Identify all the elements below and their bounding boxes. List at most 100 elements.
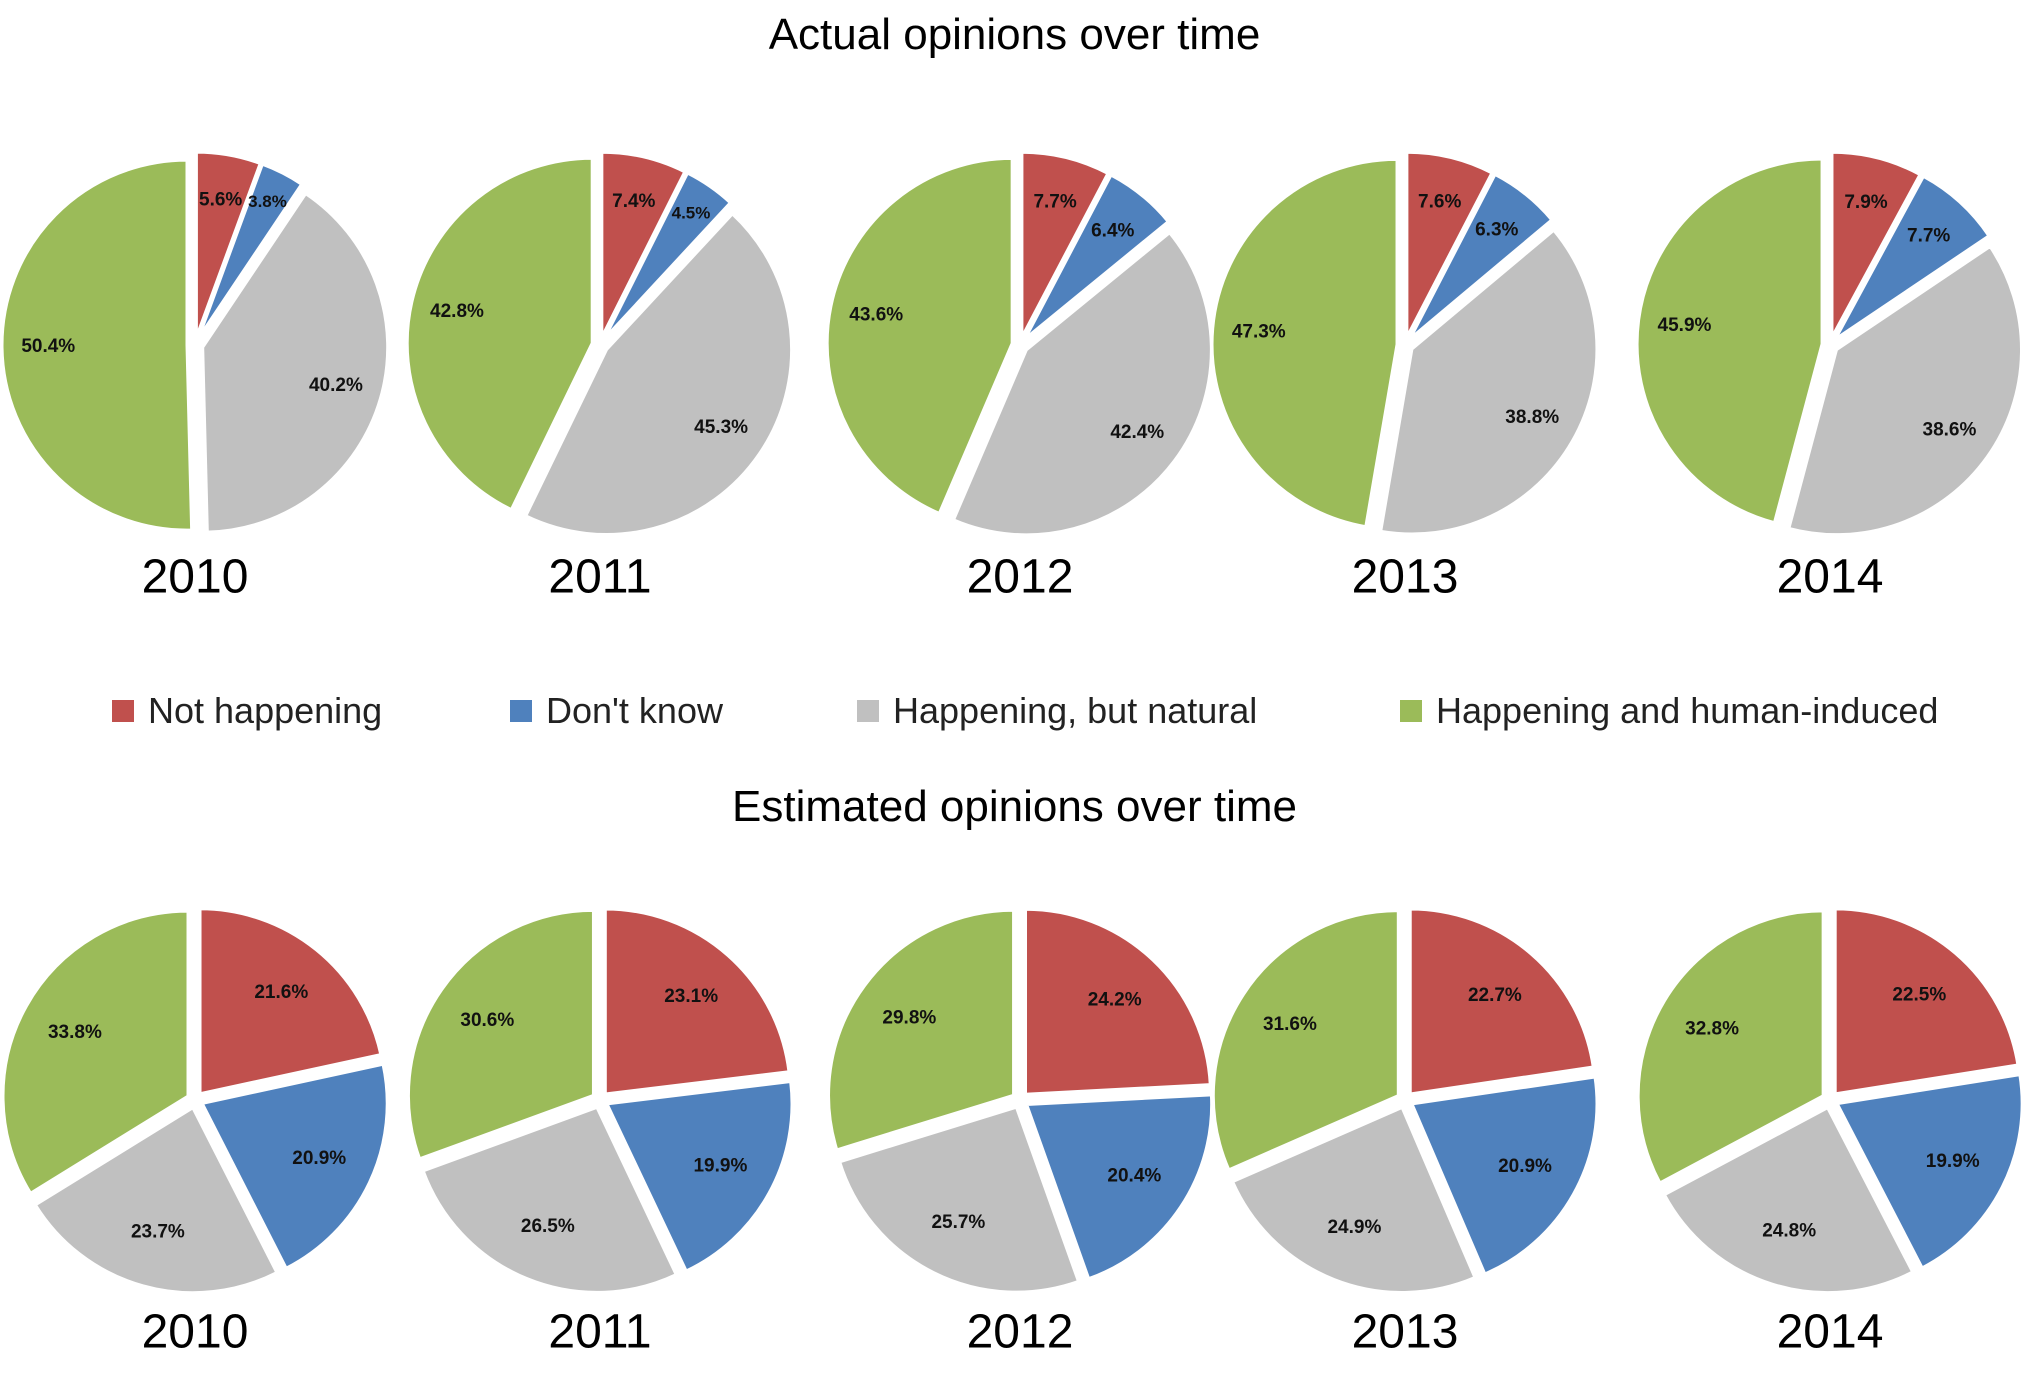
actual-2012-value-label-human-induced: 43.6% <box>849 305 903 326</box>
actual-2014-value-label-natural: 38.6% <box>1923 419 1977 440</box>
estimated-2012-value-label-not-happening: 24.2% <box>1088 989 1142 1010</box>
actual-year-label-2013: 2013 <box>1352 551 1459 604</box>
actual-2012-value-label-natural: 42.4% <box>1110 422 1164 443</box>
actual-2012-slice-natural <box>951 230 1213 537</box>
legend-swatch-not-happening <box>112 700 134 722</box>
estimated-2014-slice-human-induced <box>1636 909 1825 1185</box>
legend-label-dont-know: Don't know <box>546 690 723 731</box>
estimated-2014-slice-natural <box>1662 1105 1915 1295</box>
actual-2013-value-label-dont-know: 6.3% <box>1475 219 1518 240</box>
legend-item-human-induced: Happening and human-induced <box>1400 690 1938 732</box>
actual-2010-value-label-natural: 40.2% <box>309 375 363 396</box>
actual-2011-value-label-human-induced: 42.8% <box>430 301 484 322</box>
actual-2012-value-label-not-happening: 7.7% <box>1033 192 1076 213</box>
estimated-2010-slice-dont-know <box>200 1062 389 1271</box>
estimated-2010-value-label-dont-know: 20.9% <box>292 1148 346 1169</box>
actual-2014-value-label-dont-know: 7.7% <box>1907 225 1950 246</box>
estimated-2014-slice-dont-know <box>1834 1072 2024 1270</box>
legend-item-not-happening: Not happening <box>112 690 382 732</box>
estimated-pie-2013: 22.7% 20.9% 24.9% 31.6% <box>1211 907 1599 1294</box>
actual-year-label-2011: 2011 <box>548 551 651 604</box>
estimated-pie-2014: 22.5% 19.9% 24.8% 32.8% <box>1636 907 2024 1295</box>
actual-year-label-2010: 2010 <box>142 551 249 604</box>
actual-2011-value-label-natural: 45.3% <box>694 417 748 438</box>
estimated-2013-slice-human-induced <box>1211 909 1400 1172</box>
actual-2010-slice-dont-know <box>197 162 304 339</box>
estimated-2010-value-label-not-happening: 21.6% <box>254 982 308 1003</box>
actual-pie-2010: 5.6% 3.8% 40.2% 50.4% <box>0 150 390 534</box>
legend-item-natural: Happening, but natural <box>857 690 1257 732</box>
actual-2013-value-label-not-happening: 7.6% <box>1418 191 1461 212</box>
estimated-pie-2011: 23.1% 19.9% 26.5% 30.6% <box>406 907 794 1294</box>
estimated-2011-value-label-dont-know: 19.9% <box>693 1155 747 1176</box>
legend-swatch-dont-know <box>510 700 532 722</box>
estimated-2010-slice-not-happening <box>198 907 383 1096</box>
estimated-2014-slice-not-happening <box>1833 907 2020 1096</box>
estimated-2013-value-label-natural: 24.9% <box>1327 1217 1381 1238</box>
actual-2014-slice-not-happening <box>1830 150 1923 338</box>
estimated-2013-value-label-not-happening: 22.7% <box>1468 985 1522 1006</box>
estimated-pie-2012: 24.2% 20.4% 25.7% 29.8% <box>827 907 1214 1294</box>
actual-pie-2011: 7.4% 4.5% 45.3% 42.8% <box>405 150 794 536</box>
actual-2014-slice-human-induced <box>1635 157 1824 525</box>
estimated-2010-slice-human-induced <box>1 909 190 1196</box>
actual-2012-slice-dont-know <box>1023 172 1171 340</box>
actual-2014-value-label-human-induced: 45.9% <box>1658 315 1712 336</box>
actual-2013-slice-natural <box>1378 228 1599 536</box>
estimated-year-label-2012: 2012 <box>967 1306 1074 1359</box>
actual-2014-slice-natural <box>1787 244 2023 537</box>
actual-2013-slice-dont-know <box>1408 172 1554 340</box>
estimated-2011-slice-human-induced <box>406 908 595 1161</box>
estimated-2011-slice-not-happening <box>603 907 791 1096</box>
legend-item-dont-know: Don't know <box>510 690 723 732</box>
estimated-2012-value-label-dont-know: 20.4% <box>1107 1165 1161 1186</box>
actual-2014-value-label-not-happening: 7.9% <box>1844 192 1887 213</box>
estimated-2011-value-label-human-induced: 30.6% <box>460 1010 514 1031</box>
actual-year-label-2012: 2012 <box>967 551 1074 604</box>
actual-2011-slice-not-happening <box>600 150 687 338</box>
actual-2010-value-label-human-induced: 50.4% <box>21 336 75 357</box>
estimated-section-title: Estimated opinions over time <box>732 782 1297 831</box>
estimated-2011-slice-natural <box>421 1105 679 1294</box>
estimated-2012-slice-natural <box>837 1105 1081 1294</box>
actual-year-label-2014: 2014 <box>1777 551 1884 604</box>
estimated-2010-value-label-natural: 23.7% <box>131 1221 185 1242</box>
legend: Not happening Don't know Happening, but … <box>0 690 2029 740</box>
estimated-2012-value-label-human-induced: 29.8% <box>882 1007 936 1028</box>
actual-2013-value-label-human-induced: 47.3% <box>1232 322 1286 343</box>
estimated-2013-slice-not-happening <box>1408 907 1595 1096</box>
actual-2012-slice-not-happening <box>1020 150 1110 338</box>
actual-2012-slice-human-induced <box>825 156 1014 516</box>
estimated-2013-value-label-human-induced: 31.6% <box>1263 1014 1317 1035</box>
estimated-2014-value-label-human-induced: 32.8% <box>1685 1018 1739 1039</box>
actual-pie-2012: 7.7% 6.4% 42.4% 43.6% <box>825 150 1213 537</box>
actual-pie-2014: 7.9% 7.7% 38.6% 45.9% <box>1635 150 2023 537</box>
legend-label-natural: Happening, but natural <box>893 690 1258 731</box>
actual-2010-value-label-not-happening: 5.6% <box>199 190 242 211</box>
estimated-2013-slice-natural <box>1230 1105 1477 1294</box>
estimated-2012-slice-human-induced <box>827 908 1016 1152</box>
estimated-2013-slice-dont-know <box>1409 1075 1599 1276</box>
legend-label-human-induced: Happening and human-induced <box>1436 690 1939 731</box>
actual-2013-value-label-natural: 38.8% <box>1505 407 1559 428</box>
estimated-2012-value-label-natural: 25.7% <box>931 1212 985 1233</box>
actual-2010-slice-human-induced <box>0 158 194 532</box>
actual-pie-2013: 7.6% 6.3% 38.8% 47.3% <box>1210 150 1599 536</box>
actual-2010-value-label-dont-know: 3.8% <box>248 192 287 211</box>
actual-2013-slice-human-induced <box>1210 157 1399 529</box>
estimated-year-label-2010: 2010 <box>142 1306 249 1359</box>
actual-2010-slice-not-happening <box>194 150 263 338</box>
actual-2014-slice-dont-know <box>1834 174 1992 341</box>
estimated-2011-value-label-natural: 26.5% <box>521 1216 575 1237</box>
legend-label-not-happening: Not happening <box>148 690 383 731</box>
estimated-2010-value-label-human-induced: 33.8% <box>48 1022 102 1043</box>
estimated-year-label-2011: 2011 <box>548 1306 651 1359</box>
estimated-year-label-2013: 2013 <box>1352 1306 1459 1359</box>
estimated-2013-value-label-dont-know: 20.9% <box>1498 1156 1552 1177</box>
actual-2011-slice-dont-know <box>603 171 733 340</box>
estimated-2011-slice-dont-know <box>604 1079 794 1274</box>
estimated-2014-value-label-natural: 24.8% <box>1762 1220 1816 1241</box>
estimated-year-label-2014: 2014 <box>1777 1306 1884 1359</box>
legend-swatch-human-induced <box>1400 700 1422 722</box>
